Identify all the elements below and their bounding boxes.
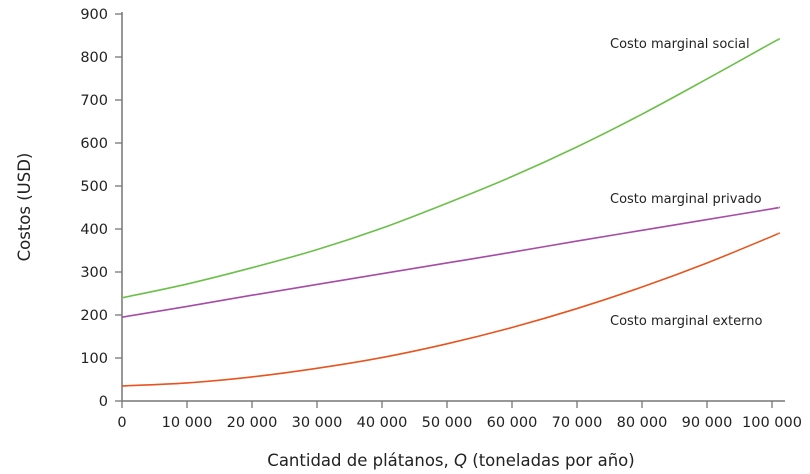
series-label-externo: Costo marginal externo — [610, 314, 762, 329]
x-tick-label: 40 000 — [357, 415, 408, 431]
y-tick-label: 900 — [80, 7, 108, 23]
series-line-externo — [121, 232, 781, 387]
x-tick-label: 0 — [117, 415, 126, 431]
y-tick-label: 700 — [80, 93, 108, 109]
y-tick-label: 600 — [80, 136, 108, 152]
x-tick-label: 60 000 — [487, 415, 538, 431]
y-tick-label: 400 — [80, 222, 108, 238]
y-tick-label: 500 — [80, 179, 108, 195]
x-tick-label: 10 000 — [162, 415, 213, 431]
x-tick-label: 50 000 — [422, 415, 473, 431]
x-tick-label: 20 000 — [227, 415, 278, 431]
x-tick-label: 70 000 — [552, 415, 603, 431]
x-tick-label: 90 000 — [682, 415, 733, 431]
y-tick-label: 300 — [80, 265, 108, 281]
x-axis-label: Cantidad de plátanos, Q (toneladas por a… — [267, 451, 634, 470]
y-axis-label: Costos (USD) — [15, 153, 34, 262]
y-tick-label: 200 — [80, 308, 108, 324]
x-tick-label: 30 000 — [292, 415, 343, 431]
series-line-social — [121, 38, 781, 299]
x-tick-label: 100 000 — [742, 415, 802, 431]
series-label-social: Costo marginal social — [610, 37, 750, 52]
x-tick-label: 80 000 — [617, 415, 668, 431]
y-tick-label: 800 — [80, 50, 108, 66]
y-tick-label: 0 — [99, 394, 108, 410]
series-label-privado: Costo marginal privado — [610, 192, 762, 207]
series-line-privado — [121, 206, 781, 318]
y-tick-label: 100 — [80, 351, 108, 367]
